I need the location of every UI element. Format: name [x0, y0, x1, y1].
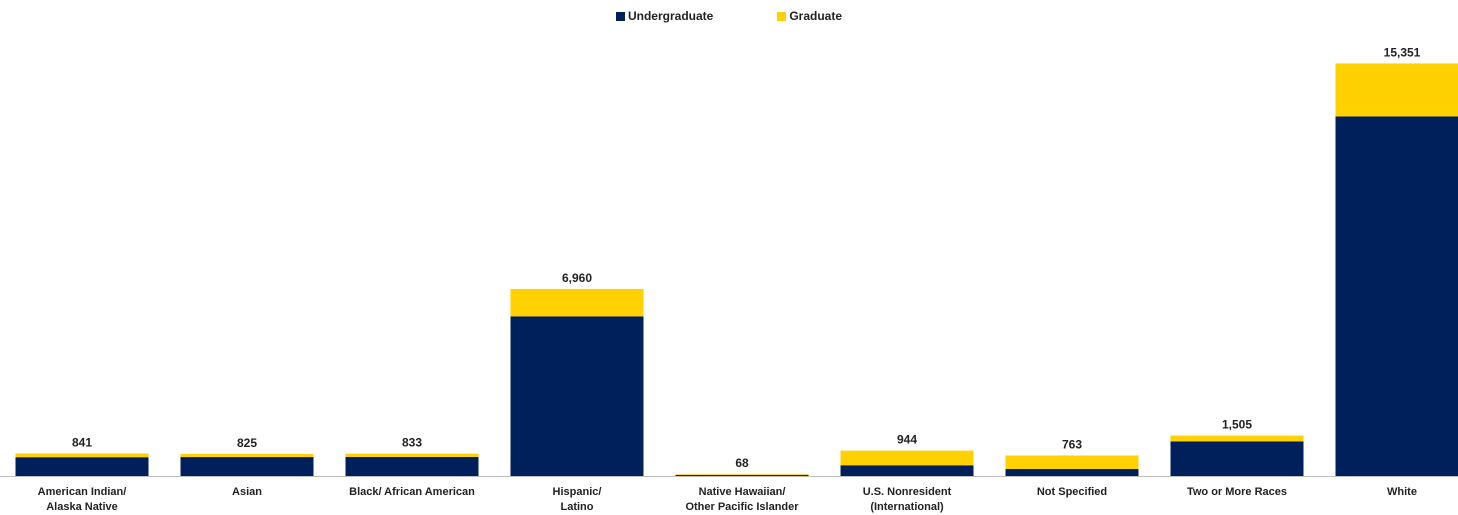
bar-undergraduate-3 [510, 316, 644, 476]
bar-graduate-8 [1335, 63, 1458, 117]
category-label-line: U.S. Nonresident [863, 486, 952, 498]
bar-undergraduate-2 [345, 456, 479, 476]
category-label-line: Alaska Native [46, 501, 118, 513]
category-label-line: Hispanic/ [553, 486, 602, 498]
bar-graduate-7 [1170, 435, 1304, 442]
chart-legend: Undergraduate Graduate [0, 7, 1458, 25]
bar-graduate-6 [1005, 455, 1139, 470]
category-label-line: Native Hawaiian/ [699, 486, 786, 498]
category-label-line: Asian [232, 486, 262, 498]
bar-graduate-4 [675, 474, 809, 475]
category-label-0: American Indian/Alaska Native [38, 486, 127, 513]
category-label-line: Two or More Races [1187, 486, 1287, 498]
legend-label-undergraduate: Undergraduate [627, 9, 714, 23]
category-label-line: Other Pacific Islander [685, 501, 799, 513]
data-label-total-2: 833 [402, 436, 422, 450]
data-label-total-4: 68 [735, 456, 749, 470]
bar-undergraduate-1 [180, 457, 314, 476]
category-label-line: (International) [870, 501, 944, 513]
data-label-total-0: 841 [72, 435, 92, 449]
data-label-total-3: 6,960 [562, 271, 592, 285]
data-label-total-1: 825 [237, 436, 257, 450]
category-label-line: Black/ African American [349, 486, 475, 498]
bar-graduate-3 [510, 288, 644, 317]
bar-undergraduate-8 [1335, 116, 1458, 476]
category-label-3: Hispanic/Latino [553, 486, 602, 513]
category-label-line: Latino [561, 501, 594, 513]
bar-graduate-5 [840, 450, 974, 466]
bar-undergraduate-5 [840, 465, 974, 476]
bar-graduate-2 [345, 453, 479, 457]
category-label-7: Two or More Races [1187, 486, 1287, 498]
category-label-1: Asian [232, 486, 262, 498]
category-label-line: Not Specified [1037, 486, 1107, 498]
bar-graduate-0 [15, 453, 149, 458]
bar-undergraduate-6 [1005, 469, 1139, 476]
category-label-line: White [1387, 486, 1417, 498]
category-label-8: White [1387, 486, 1417, 498]
bar-undergraduate-4 [675, 474, 809, 476]
legend-item-graduate: Graduate [777, 7, 842, 25]
legend-label-graduate: Graduate [789, 9, 843, 23]
category-label-line: American Indian/ [38, 486, 127, 498]
data-label-total-7: 1,505 [1222, 418, 1252, 432]
legend-swatch-undergraduate [615, 11, 625, 21]
category-label-6: Not Specified [1037, 486, 1107, 498]
bar-graduate-1 [180, 453, 314, 458]
legend-swatch-graduate [777, 11, 787, 21]
category-label-4: Native Hawaiian/Other Pacific Islander [685, 486, 799, 513]
data-label-total-8: 15,351 [1384, 45, 1421, 59]
legend-item-undergraduate: Undergraduate [615, 7, 714, 25]
bar-undergraduate-7 [1170, 441, 1304, 476]
data-label-total-5: 944 [897, 433, 917, 447]
data-label-total-6: 763 [1062, 437, 1082, 451]
bar-undergraduate-0 [15, 457, 149, 476]
category-label-5: U.S. Nonresident (International) [863, 486, 952, 513]
category-label-2: Black/ African American [349, 486, 475, 498]
